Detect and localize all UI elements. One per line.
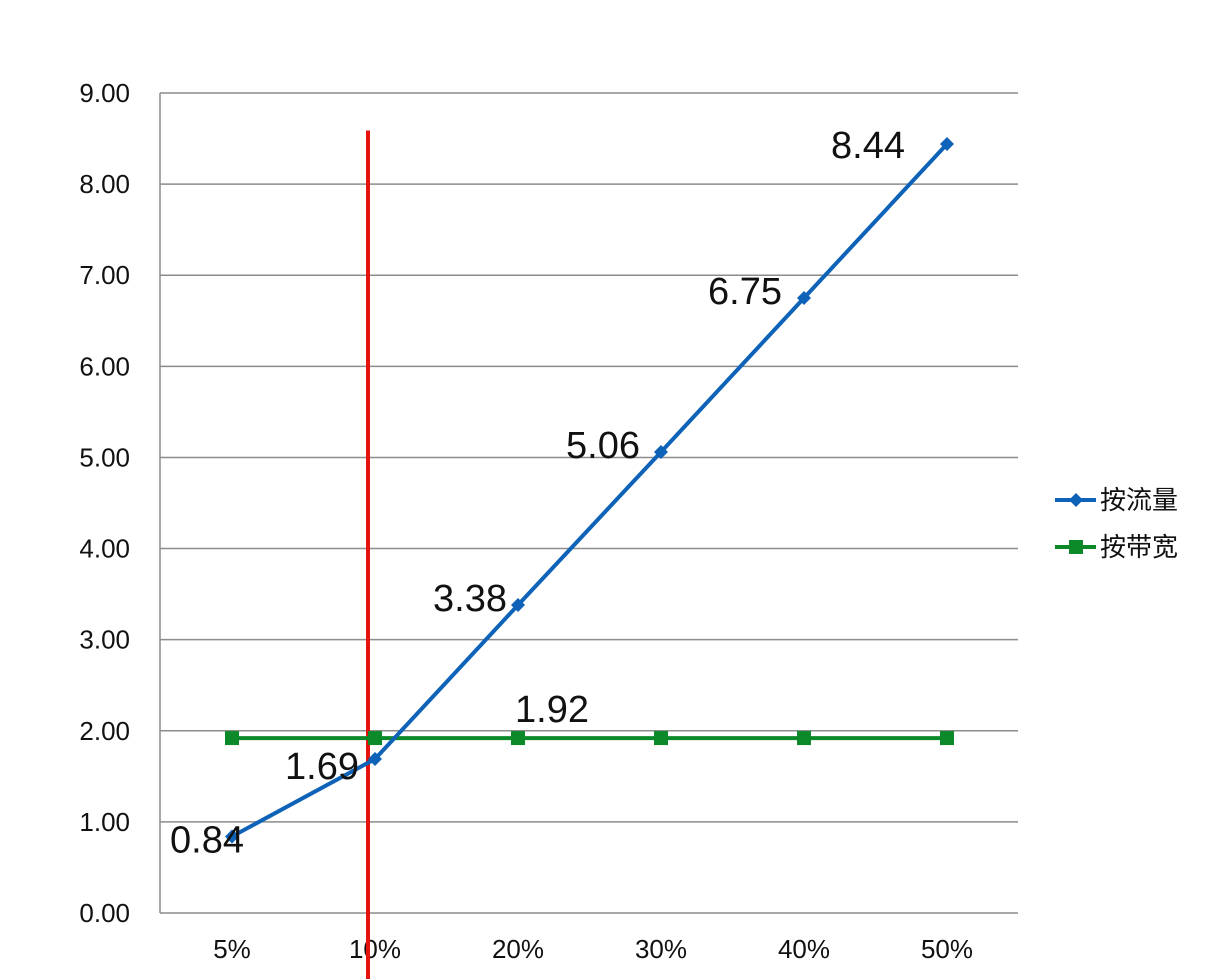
y-tick-label: 4.00: [79, 534, 130, 564]
data-point: [654, 444, 668, 459]
data-point: [797, 291, 811, 305]
legend-item: 按流量: [1055, 486, 1178, 516]
data-point: [940, 137, 954, 152]
data-point: [511, 598, 525, 613]
data-label-traffic: 6.75: [708, 271, 782, 313]
data-point: [368, 752, 382, 767]
y-tick-label: 6.00: [79, 351, 130, 381]
data-label-bandwidth: 1.92: [515, 689, 589, 731]
x-tick-label: 30%: [635, 934, 687, 964]
x-tick-label: 50%: [921, 934, 973, 964]
legend-label: 按带宽: [1100, 533, 1178, 563]
data-label-traffic: 1.69: [285, 746, 359, 788]
series-traffic: [225, 137, 954, 844]
legend-label: 按流量: [1100, 486, 1178, 516]
y-tick-label: 8.00: [79, 169, 130, 199]
y-tick-label: 2.00: [79, 716, 130, 746]
data-point: [654, 731, 668, 746]
y-tick-label: 9.00: [79, 78, 130, 108]
x-tick-label: 10%: [349, 934, 401, 964]
y-tick-label: 1.00: [79, 807, 130, 837]
y-tick-label: 5.00: [79, 442, 130, 472]
data-label-traffic: 3.38: [433, 578, 507, 620]
data-point: [797, 731, 811, 746]
x-tick-label: 5%: [213, 934, 251, 964]
x-axis-tick-labels: 5% 10% 20% 30% 40% 50%: [213, 934, 973, 964]
series-bandwidth: [225, 731, 954, 746]
data-labels: 0.84 1.69 3.38 5.06 6.75 8.44 1.92: [170, 125, 905, 861]
data-label-traffic: 8.44: [831, 125, 905, 167]
data-label-traffic: 0.84: [170, 819, 244, 861]
y-tick-label: 0.00: [79, 898, 130, 928]
series-line: [231, 142, 949, 839]
x-tick-label: 20%: [492, 934, 544, 964]
y-tick-label: 3.00: [79, 625, 130, 655]
gridlines: [159, 92, 1018, 914]
legend-marker: [1069, 493, 1083, 507]
x-tick-label: 40%: [778, 934, 830, 964]
legend-marker: [1069, 540, 1083, 554]
data-label-traffic: 5.06: [566, 425, 640, 467]
data-point: [511, 731, 525, 746]
y-axis-tick-labels: 0.00 1.00 2.00 3.00 4.00 5.00 6.00 7.00 8.00 9.00: [79, 78, 130, 928]
y-tick-label: 7.00: [79, 260, 130, 290]
data-point: [368, 731, 382, 746]
series-group: [225, 137, 954, 844]
data-point: [940, 731, 954, 746]
legend-item: 按带宽: [1055, 533, 1178, 563]
data-point: [225, 731, 239, 746]
data-point: [225, 829, 239, 844]
